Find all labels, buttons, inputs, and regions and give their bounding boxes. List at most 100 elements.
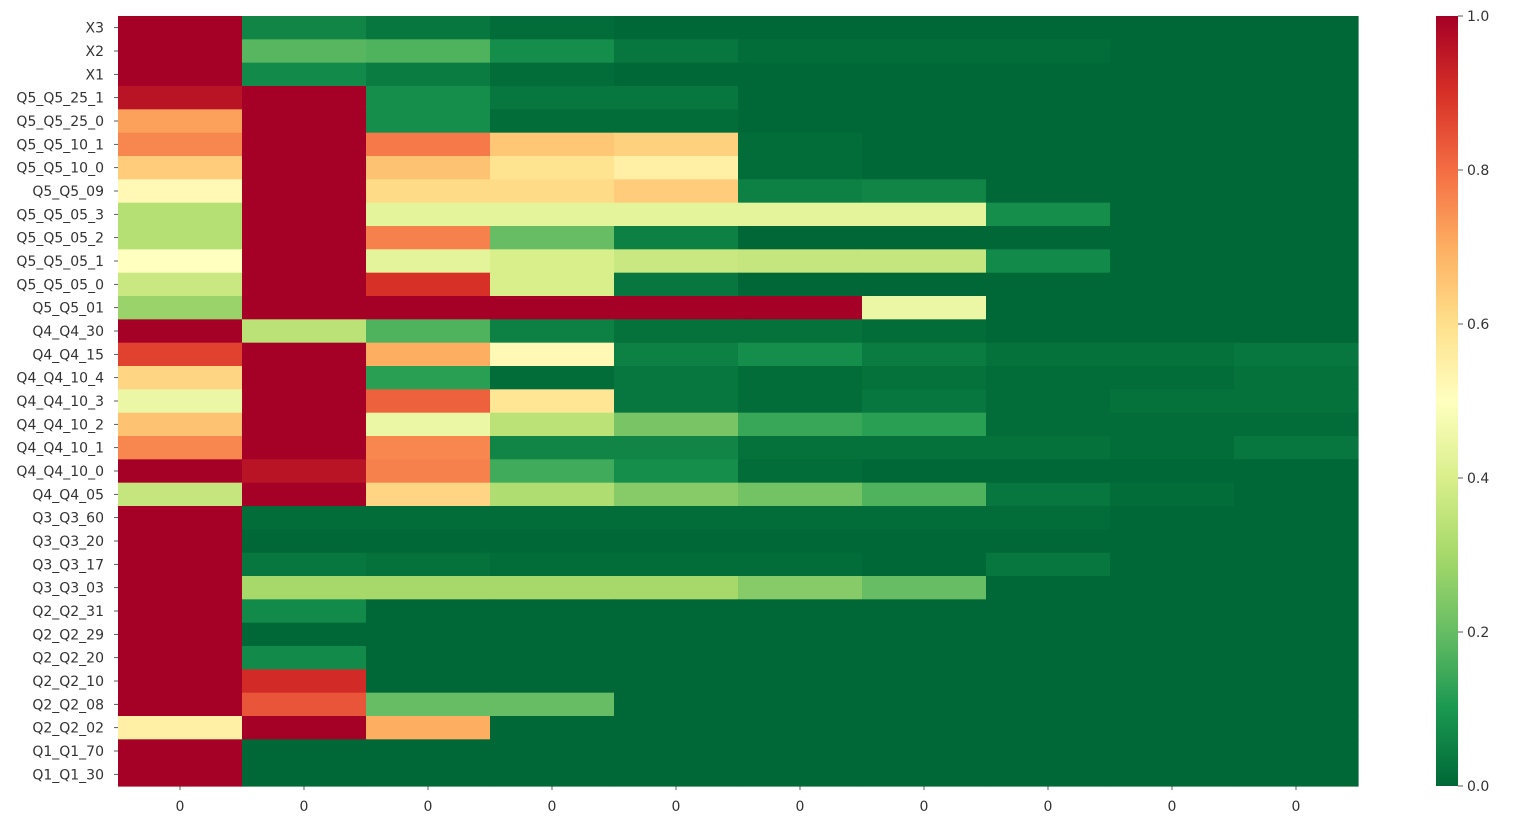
heatmap-cell xyxy=(118,716,243,740)
heatmap-cell xyxy=(118,156,243,180)
heatmap-cell xyxy=(862,16,987,40)
heatmap-cell xyxy=(1110,692,1235,717)
heatmap-cell xyxy=(118,692,243,717)
heatmap-cell xyxy=(366,132,491,157)
heatmap-cell xyxy=(986,716,1111,740)
heatmap-cell xyxy=(118,366,243,390)
heatmap-cell xyxy=(366,506,491,530)
heatmap-cell xyxy=(1234,226,1359,250)
heatmap-cell xyxy=(366,342,491,367)
heatmap-cell xyxy=(242,646,367,670)
y-tick-labels: X3 X2 X1 Q5_Q5_25_1 Q5_Q5_25_0 Q5_Q5_10_1 Q5_Q… xyxy=(16,21,118,783)
heatmap-cell xyxy=(1234,716,1359,740)
heatmap-cell xyxy=(862,762,987,787)
heatmap-cell xyxy=(1234,156,1359,180)
heatmap-cell xyxy=(366,692,491,717)
heatmap-cell xyxy=(490,389,615,414)
heatmap-cell xyxy=(242,132,367,157)
heatmap-cell xyxy=(1110,296,1235,320)
heatmap-cell xyxy=(614,669,739,694)
heatmap-cell xyxy=(738,86,863,110)
heatmap-cell xyxy=(366,459,491,484)
heatmap-cell xyxy=(1110,669,1235,694)
heatmap-cell xyxy=(862,226,987,250)
y-tick-label: Q4_Q4_30 xyxy=(32,324,104,340)
heatmap-cell xyxy=(1234,86,1359,110)
heatmap-cell xyxy=(986,249,1111,274)
heatmap-cell xyxy=(242,39,367,64)
heatmap-cell xyxy=(1234,319,1359,344)
heatmap-cell xyxy=(1110,62,1235,87)
y-tick-label: X3 xyxy=(86,21,105,37)
y-tick-label: Q2_Q2_31 xyxy=(32,604,104,620)
heatmap-cell xyxy=(1110,436,1235,460)
heatmap-cell xyxy=(986,412,1111,437)
heatmap-cell xyxy=(1110,16,1235,40)
colorbar-tick-label: 0.4 xyxy=(1467,471,1489,487)
heatmap-cell xyxy=(862,272,987,297)
heatmap-cell xyxy=(242,762,367,787)
heatmap-cell xyxy=(242,366,367,390)
heatmap-cell xyxy=(1110,342,1235,367)
heatmap-cell xyxy=(862,622,987,647)
heatmap-cell xyxy=(862,296,987,320)
heatmap-cell xyxy=(490,412,615,437)
heatmap-cell xyxy=(738,342,863,367)
y-tick-label: Q2_Q2_02 xyxy=(32,721,104,737)
heatmap-cell xyxy=(1234,436,1359,460)
heatmap-cell xyxy=(1234,202,1359,227)
heatmap-cell xyxy=(614,716,739,740)
heatmap-cell xyxy=(490,459,615,484)
heatmap-cell xyxy=(614,39,739,64)
heatmap-cell xyxy=(738,39,863,64)
heatmap-cell xyxy=(986,202,1111,227)
heatmap-cell xyxy=(118,86,243,110)
heatmap-cell xyxy=(118,599,243,624)
heatmap-cell xyxy=(862,86,987,110)
heatmap-cell xyxy=(366,412,491,437)
heatmap-cell xyxy=(490,109,615,134)
heatmap-cell xyxy=(242,622,367,647)
heatmap-cell xyxy=(490,249,615,274)
heatmap-cell xyxy=(738,739,863,764)
y-tick-label: Q5_Q5_10_0 xyxy=(16,161,104,177)
heatmap-cell xyxy=(1110,459,1235,484)
heatmap-cell xyxy=(366,762,491,787)
heatmap-cell xyxy=(1234,412,1359,437)
heatmap-cell xyxy=(242,739,367,764)
y-tick-label: Q4_Q4_10_1 xyxy=(16,441,104,457)
heatmap-cell xyxy=(986,576,1111,600)
heatmap-cell xyxy=(862,576,987,600)
heatmap-cell xyxy=(1234,39,1359,64)
heatmap-cell xyxy=(738,436,863,460)
heatmap-cell xyxy=(738,646,863,670)
heatmap-cell xyxy=(242,342,367,367)
heatmap-cell xyxy=(242,109,367,134)
heatmap-cell xyxy=(118,552,243,577)
heatmap-cell xyxy=(366,62,491,87)
heatmap-cell xyxy=(1234,576,1359,600)
heatmap-cell xyxy=(986,599,1111,624)
heatmap-cell xyxy=(366,202,491,227)
y-tick-label: Q5_Q5_09 xyxy=(32,184,104,200)
x-tick-label: 0 xyxy=(1044,799,1053,815)
heatmap-cell xyxy=(614,599,739,624)
heatmap-cell xyxy=(862,739,987,764)
heatmap-cell xyxy=(366,366,491,390)
heatmap-cell xyxy=(862,179,987,204)
y-tick-label: Q4_Q4_10_3 xyxy=(16,394,104,410)
y-tick-label: Q5_Q5_01 xyxy=(32,301,104,317)
heatmap-cell xyxy=(614,249,739,274)
heatmap-cell xyxy=(862,342,987,367)
heatmap-cell xyxy=(242,86,367,110)
heatmap-cell xyxy=(614,16,739,40)
heatmap-cell xyxy=(738,296,863,320)
heatmap-cell xyxy=(862,646,987,670)
y-tick-label: Q2_Q2_08 xyxy=(32,697,104,713)
heatmap-cell xyxy=(1110,226,1235,250)
heatmap-cell xyxy=(738,389,863,414)
heatmap-cell xyxy=(1234,646,1359,670)
heatmap-cell xyxy=(614,109,739,134)
heatmap-cell xyxy=(1110,132,1235,157)
heatmap-cell xyxy=(1110,109,1235,134)
